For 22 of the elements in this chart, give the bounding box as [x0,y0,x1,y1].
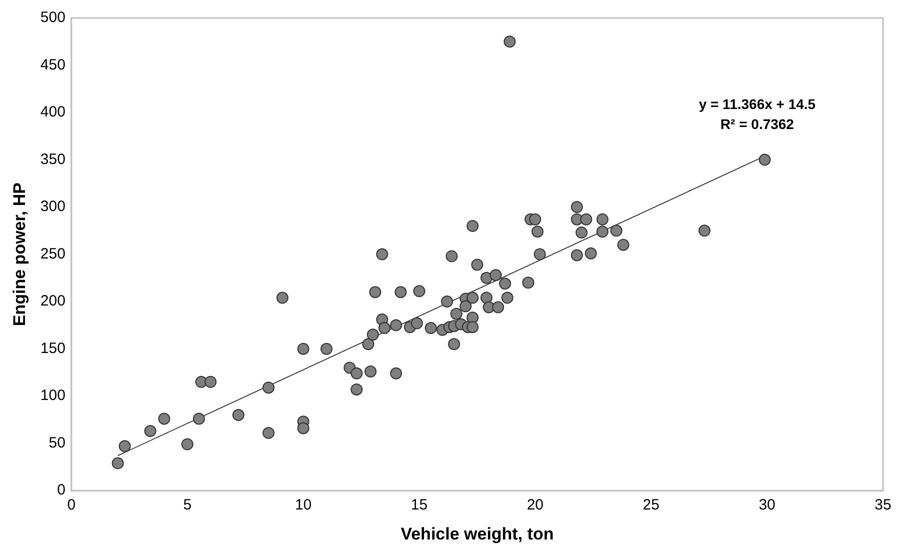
x-tick-label: 15 [410,496,428,514]
y-tick-label: 200 [40,292,66,310]
x-tick-label: 5 [183,496,192,514]
x-axis-title: Vehicle weight, ton [400,524,554,544]
y-tick-label: 100 [40,387,66,404]
y-tick-label: 500 [40,9,66,26]
y-tick-label: 400 [40,104,66,121]
x-tick-label: 25 [642,496,660,514]
x-tick-label: 10 [294,496,312,514]
y-tick-label: 300 [40,198,66,216]
y-tick-label: 250 [40,245,66,262]
annotation: R² = 0.7362 [720,116,794,132]
y-tick-label: 150 [40,340,66,357]
x-tick-label: 20 [526,496,544,514]
x-tick-label: 35 [874,496,892,514]
y-axis-title: Engine power, HP [10,182,29,326]
annotation: y = 11.366x + 14.5 [698,96,816,112]
y-tick-label: 50 [48,434,66,452]
x-tick-label: 30 [758,496,776,514]
y-tick-label: 450 [40,56,66,74]
y-tick-label: 0 [57,482,66,499]
y-tick-label: 350 [40,150,66,168]
